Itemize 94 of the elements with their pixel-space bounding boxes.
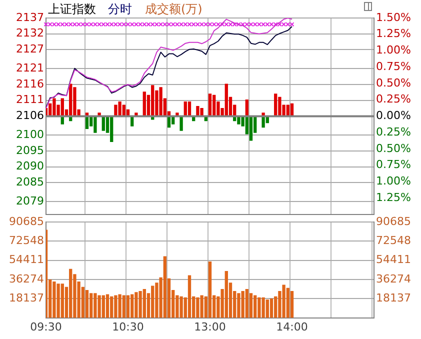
bar [52, 282, 56, 318]
bar [278, 96, 282, 117]
y-tick-label: 54411 [9, 253, 44, 266]
bar [159, 87, 162, 117]
y-tick-label: 36274 [9, 272, 44, 286]
bar [180, 116, 183, 131]
chart-subtitle: 分时 [108, 1, 132, 18]
bar [200, 295, 204, 318]
bar [114, 295, 118, 318]
bar [73, 87, 76, 117]
bar [98, 295, 101, 318]
y2-tick-label: 18137 [376, 292, 411, 304]
y-tick-label: 2121 [16, 62, 44, 75]
bar [241, 291, 244, 318]
bar [94, 293, 97, 318]
bar [69, 268, 72, 318]
bar [85, 290, 89, 318]
y-tick-label: 90685 [9, 214, 44, 228]
bar [270, 298, 274, 318]
bar [224, 84, 228, 117]
y2-tick-label: 0.75% [376, 60, 411, 73]
bar [262, 297, 265, 318]
bar [266, 300, 269, 318]
bar [56, 284, 60, 318]
bar [118, 101, 122, 117]
bar [94, 116, 97, 133]
y2-tick-label: 0.25% [376, 125, 411, 138]
bar [151, 286, 154, 318]
bar [46, 230, 48, 318]
bar [290, 291, 294, 318]
y-tick-label: 18137 [9, 292, 44, 304]
bar [196, 297, 200, 318]
y-tick-label: 2085 [16, 176, 44, 189]
bar [254, 295, 257, 318]
y2-tick-label: 1.25% [376, 190, 411, 204]
bar [188, 275, 192, 318]
bar [151, 85, 154, 117]
bar [249, 116, 253, 141]
bar [130, 294, 134, 318]
y2-tick-label: 1.00% [376, 174, 411, 188]
bar [134, 292, 138, 318]
y-tick-label: 2111 [16, 93, 44, 106]
y2-tick-label: 1.25% [376, 27, 411, 40]
y-tick-label: 2127 [16, 42, 44, 56]
y2-tick-label: 0.50% [376, 76, 411, 90]
y2-tick-label: 1.00% [376, 44, 411, 57]
bar [237, 293, 240, 318]
y2-tick-label: 0.50% [376, 142, 411, 155]
y2-tick-label: 54411 [376, 253, 411, 266]
bar [90, 293, 93, 318]
bar [110, 296, 114, 318]
bar [60, 284, 64, 318]
y-tick-label: 2132 [16, 26, 44, 40]
y-tick-label: 2116 [16, 77, 44, 90]
x-tick-label: 14:00 [276, 320, 308, 334]
x-tick-label: 09:30 [30, 320, 62, 334]
y2-tick-label: 36274 [376, 272, 411, 286]
bar [102, 295, 105, 318]
bar [142, 92, 146, 117]
bar [262, 116, 265, 128]
bar [282, 284, 286, 318]
bar [126, 295, 130, 318]
bar [110, 116, 114, 142]
bar [118, 294, 122, 318]
bar [180, 296, 183, 318]
bar [52, 98, 56, 117]
bar [106, 294, 110, 318]
y2-tick-label: 0.25% [376, 92, 411, 106]
y2-tick-label: 0.75% [376, 158, 411, 172]
y2-tick-label: 1.50% [376, 10, 411, 24]
bar [286, 288, 290, 318]
y-tick-label: 72548 [9, 234, 44, 248]
x-tick-label: 10:30 [112, 320, 144, 334]
bar [142, 288, 146, 318]
y2-tick-label: 72548 [376, 234, 411, 248]
y-tick-label: 2079 [16, 194, 44, 208]
chart-title: 上证指数 [48, 1, 96, 18]
bar [163, 256, 166, 318]
bar [258, 297, 261, 318]
y-tick-label: 2095 [16, 144, 44, 157]
bar [208, 261, 212, 318]
bar [249, 293, 253, 318]
bar [245, 288, 248, 318]
text: 成交额(万) [145, 1, 202, 18]
y2-tick-label: 90685 [376, 214, 411, 228]
y2-tick-label: 0.00% [376, 109, 411, 122]
bar [122, 295, 126, 318]
y-tick-label: 2137 [16, 10, 44, 24]
bar [138, 291, 142, 318]
y-tick-label: 2106 [16, 109, 44, 122]
x-tick-label: 13:00 [194, 320, 226, 334]
y-tick-label: 2100 [16, 128, 44, 142]
y-tick-label: 2090 [16, 160, 44, 173]
bar [224, 270, 228, 318]
